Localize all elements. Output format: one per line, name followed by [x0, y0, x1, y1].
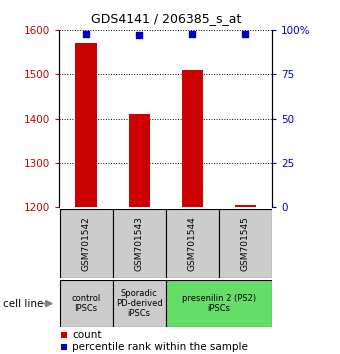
Text: control
IPSCs: control IPSCs — [71, 294, 101, 313]
Text: presenilin 2 (PS2)
iPSCs: presenilin 2 (PS2) iPSCs — [182, 294, 256, 313]
Text: GDS4141 / 206385_s_at: GDS4141 / 206385_s_at — [91, 12, 242, 25]
Bar — [113, 280, 166, 327]
Bar — [75, 44, 97, 207]
Bar — [59, 209, 113, 278]
Text: GSM701545: GSM701545 — [241, 216, 250, 271]
Bar — [59, 280, 113, 327]
Bar — [219, 209, 272, 278]
Bar — [182, 70, 203, 207]
Bar — [166, 280, 272, 327]
Text: cell line: cell line — [3, 298, 44, 309]
Point — [243, 31, 248, 36]
Point — [190, 31, 195, 36]
Text: percentile rank within the sample: percentile rank within the sample — [72, 342, 248, 352]
Text: Sporadic
PD-derived
iPSCs: Sporadic PD-derived iPSCs — [116, 289, 163, 319]
Point — [136, 33, 142, 38]
Point — [83, 31, 89, 36]
Bar — [235, 205, 256, 207]
Bar — [113, 209, 166, 278]
Text: GSM701544: GSM701544 — [188, 216, 197, 271]
Text: GSM701542: GSM701542 — [82, 216, 90, 271]
Text: GSM701543: GSM701543 — [135, 216, 144, 271]
Bar — [166, 209, 219, 278]
Bar — [129, 114, 150, 207]
Text: count: count — [72, 330, 102, 340]
